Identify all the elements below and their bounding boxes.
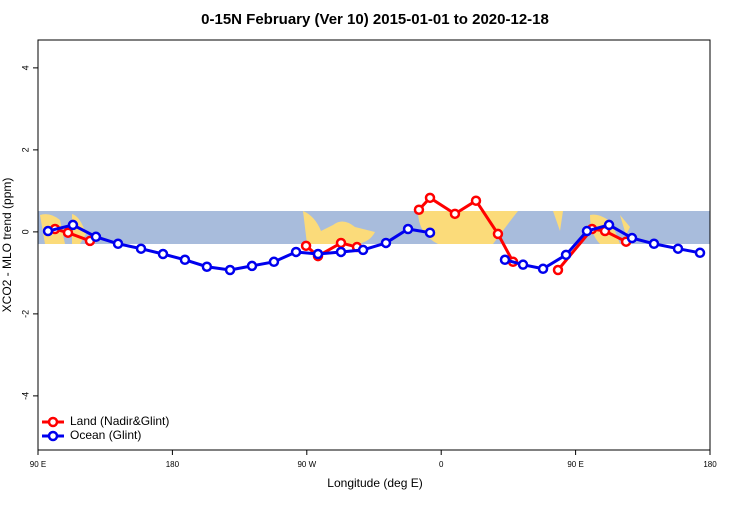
data-point	[603, 219, 615, 231]
data-point	[402, 223, 414, 235]
data-point	[517, 259, 529, 270]
data-point	[499, 254, 511, 266]
data-point	[157, 248, 169, 260]
data-point	[67, 219, 79, 231]
legend-label: Ocean (Glint)	[70, 428, 141, 442]
data-point	[449, 208, 461, 220]
data-point	[312, 248, 324, 260]
x-tick-label: 180	[703, 460, 717, 469]
data-point	[694, 247, 706, 259]
x-tick-label: 90 W	[297, 460, 316, 469]
legend-marker	[47, 430, 59, 442]
x-tick-label: 90 E	[567, 460, 583, 469]
data-point	[357, 244, 369, 256]
data-point	[424, 227, 436, 238]
data-point	[672, 243, 684, 254]
x-tick-label: 180	[166, 460, 180, 469]
land-shape	[303, 211, 375, 244]
x-axis-label: Longitude (deg E)	[327, 476, 422, 490]
legend-marker	[47, 416, 59, 428]
data-point	[112, 238, 124, 250]
data-point	[90, 231, 102, 243]
data-point	[201, 261, 213, 272]
y-tick-label: 0	[20, 229, 30, 234]
data-point	[300, 240, 312, 252]
land-shape	[418, 211, 518, 244]
data-point	[537, 263, 549, 275]
data-point	[470, 195, 482, 206]
data-point	[492, 228, 504, 240]
data-point	[648, 238, 660, 250]
x-tick-label: 90 E	[30, 460, 46, 469]
data-point	[552, 264, 564, 276]
data-point	[413, 204, 425, 215]
data-point	[560, 249, 572, 261]
data-point	[581, 225, 593, 237]
y-tick-label: 4	[20, 65, 30, 70]
data-point	[62, 227, 74, 238]
data-point	[42, 225, 54, 237]
data-point	[335, 246, 347, 258]
data-point	[268, 256, 280, 268]
chart-title: 0-15N February (Ver 10) 2015-01-01 to 20…	[201, 11, 549, 28]
y-tick-label: 2	[20, 147, 30, 152]
data-point	[135, 243, 147, 254]
series-line	[305, 241, 358, 258]
data-point	[246, 260, 258, 272]
data-point	[424, 192, 436, 204]
data-point	[335, 237, 347, 249]
legend-label: Land (Nadir&Glint)	[70, 414, 169, 428]
y-tick-label: -4	[20, 392, 30, 400]
data-point	[179, 254, 191, 266]
series-line	[504, 223, 701, 271]
y-tick-label: -2	[20, 310, 30, 318]
series-line	[556, 227, 627, 271]
plot-frame	[37, 39, 711, 451]
data-point	[290, 246, 302, 258]
y-axis-label: XCO2 - MLO trend (ppm)	[0, 178, 14, 313]
x-tick-label: 0	[439, 460, 444, 469]
data-point	[380, 237, 392, 249]
data-point	[626, 232, 638, 244]
data-point	[224, 264, 236, 276]
